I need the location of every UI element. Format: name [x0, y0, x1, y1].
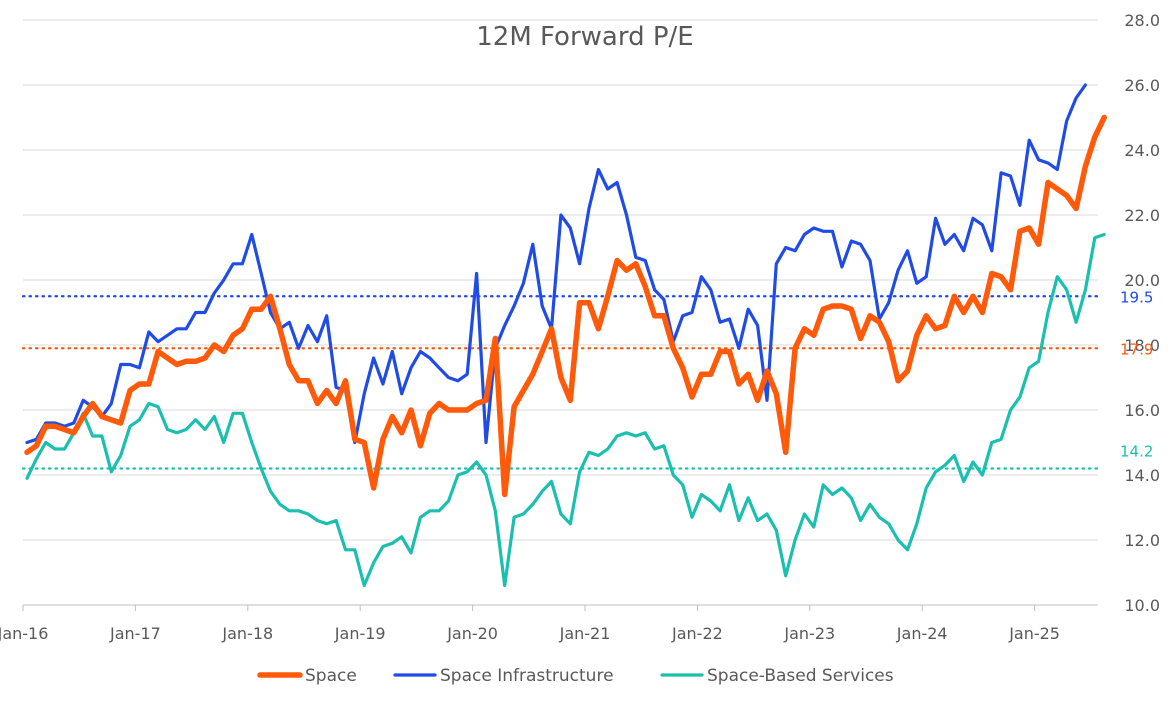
y-tick-labels: 10.0 12.0 14.0 16.0 18.0 20.0 22.0 24.0 26.0 28.0: [1124, 11, 1160, 615]
x-tick-label: Jan-17: [109, 624, 161, 643]
y-tick-label: 18.0: [1124, 336, 1160, 355]
reference-lines: 19.5 17.9 14.2: [21, 288, 1153, 470]
reference-label: 19.5: [1120, 288, 1153, 306]
y-tick-label: 26.0: [1124, 76, 1160, 95]
legend: Space Space Infrastructure Space-Based Ser…: [257, 666, 894, 686]
chart-title: 12M Forward P/E: [476, 22, 693, 52]
legend-label: Space-Based Services: [707, 666, 894, 686]
y-tick-label: 12.0: [1124, 531, 1160, 550]
x-tick-label: Jan-20: [446, 624, 498, 643]
series-line-space-based-services: [25, 232, 1106, 588]
series-line-space: [24, 114, 1107, 498]
x-tick-label: Jan-24: [896, 624, 948, 643]
x-tick-label: Jan-23: [783, 624, 835, 643]
reference-label: 14.2: [1120, 443, 1153, 461]
x-tick-label: Jan-25: [1008, 624, 1060, 643]
x-tick-label: Jan-19: [334, 624, 386, 643]
x-tick-label: Jan-16: [0, 624, 48, 643]
y-tick-label: 14.0: [1124, 466, 1160, 485]
y-tick-label: 24.0: [1124, 141, 1160, 160]
series-lines: [24, 83, 1107, 588]
x-axis: [22, 604, 1098, 611]
gridlines: [23, 19, 1098, 541]
y-tick-label: 20.0: [1124, 271, 1160, 290]
x-tick-label: Jan-22: [671, 624, 723, 643]
y-tick-label: 10.0: [1124, 596, 1160, 615]
y-tick-label: 28.0: [1124, 11, 1160, 30]
legend-label: Space Infrastructure: [440, 666, 614, 686]
x-tick-labels: Jan-16 Jan-17 Jan-18 Jan-19 Jan-20 Jan-21 Jan-…: [0, 624, 1060, 643]
reference-label: 17.9: [1120, 340, 1153, 358]
series-line-space-infrastructure: [25, 83, 1088, 445]
y-tick-label: 16.0: [1124, 401, 1160, 420]
legend-label: Space: [305, 666, 357, 686]
x-tick-label: Jan-21: [559, 624, 611, 643]
y-tick-label: 22.0: [1124, 206, 1160, 225]
x-tick-label: Jan-18: [221, 624, 273, 643]
